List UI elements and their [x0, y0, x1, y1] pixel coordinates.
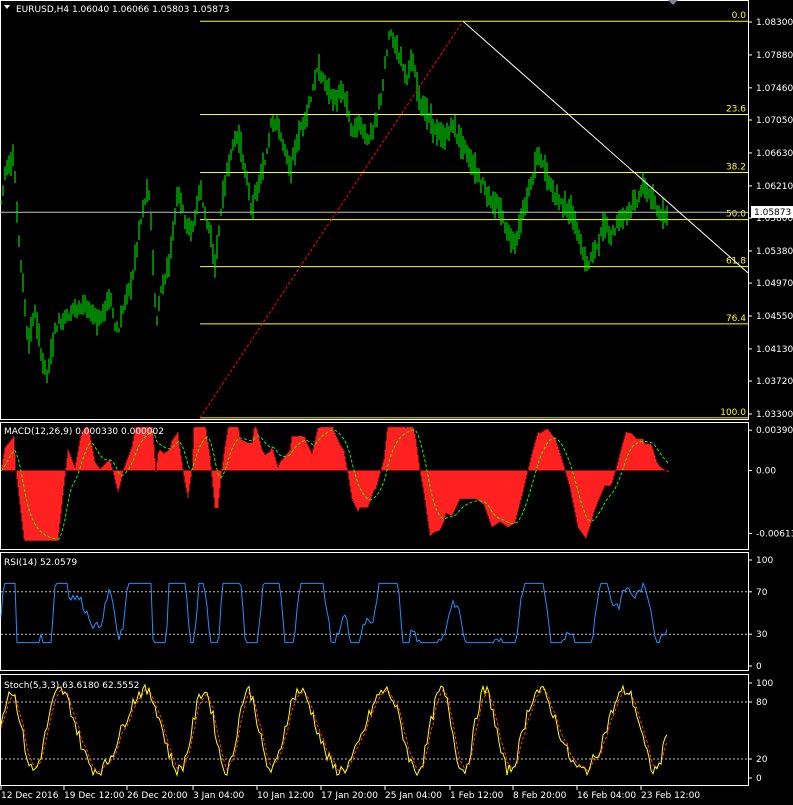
price-panel-frame — [0, 0, 749, 420]
price-tick-label: 1.03300 — [756, 410, 793, 420]
price-tick-label: 1.04970 — [756, 279, 793, 289]
price-tick-label: 1.06630 — [756, 149, 793, 159]
fib-level-label: 100.0 — [720, 408, 746, 418]
macd-panel-frame — [0, 422, 749, 550]
macd-panel-title: MACD(12,26,9) 0.000330 0.000002 — [4, 427, 164, 437]
rsi-panel-title: RSI(14) 52.0579 — [4, 558, 77, 568]
rsi-panel-frame — [0, 552, 749, 671]
macd-tick-label: 0.003906 — [756, 426, 793, 436]
fib-level-label: 76.4 — [726, 314, 746, 324]
fib-level-label: 61.8 — [726, 257, 746, 267]
price-tick-label: 1.07460 — [756, 84, 793, 94]
fib-level-label: 23.6 — [726, 105, 746, 115]
stoch-tick-label: 100 — [756, 679, 773, 689]
stoch-panel-title: Stoch(5,3,3) 63.6180 62.5552 — [4, 681, 139, 691]
stochastic-indicator: 100 80 20 0 — [0, 679, 773, 784]
rsi-tick-label: 70 — [756, 588, 768, 598]
price-axis: 1.08300 1.07880 1.07460 1.07050 1.06630 1.062… — [748, 18, 793, 420]
rsi-tick-label: 30 — [756, 630, 768, 640]
scroll-marker-icon[interactable] — [668, 0, 678, 5]
stoch-tick-label: 0 — [756, 774, 762, 784]
stoch-main-line — [0, 683, 668, 778]
rsi-line — [0, 581, 668, 644]
time-axis: 12 Dec 2016 19 Dec 12:00 26 Dec 20:00 3 Jan… — [0, 786, 700, 801]
time-tick-label: 19 Dec 12:00 — [64, 791, 125, 801]
time-tick-label: 10 Jan 12:00 — [257, 791, 314, 801]
current-price-box — [751, 206, 793, 218]
stoch-panel-frame — [0, 674, 749, 786]
price-tick-label: 1.05380 — [756, 247, 793, 257]
time-tick-label: 8 Feb 20:00 — [513, 791, 567, 801]
collapse-arrow-icon[interactable] — [4, 5, 10, 9]
panel-frames — [0, 0, 749, 786]
rsi-tick-label: 100 — [756, 556, 773, 566]
time-tick-label: 25 Jan 04:00 — [385, 791, 442, 801]
price-tick-label: 1.06210 — [756, 182, 793, 192]
fib-swing-line[interactable] — [199, 20, 464, 419]
price-tick-label: 1.04130 — [756, 345, 793, 355]
candlesticks — [0, 29, 668, 384]
time-tick-label: 17 Jan 20:00 — [321, 791, 378, 801]
price-tick-label: 1.08300 — [756, 18, 793, 28]
fib-level-label: 38.2 — [726, 163, 746, 173]
stoch-tick-label: 20 — [756, 755, 768, 765]
macd-tick-label: 0.00 — [756, 467, 776, 477]
price-panel-title: EURUSD,H4 1.06040 1.06066 1.05803 1.0587… — [16, 5, 229, 15]
fib-level-label: 0.0 — [732, 11, 747, 21]
time-tick-label: 26 Dec 20:00 — [127, 791, 188, 801]
stoch-tick-label: 80 — [756, 698, 768, 708]
drawn-lines[interactable] — [199, 20, 749, 419]
price-tick-label: 1.05800 — [756, 214, 793, 224]
time-tick-label: 16 Feb 04:00 — [577, 791, 636, 801]
rsi-tick-label: 0 — [756, 662, 762, 672]
time-tick-label: 3 Jan 04:00 — [193, 791, 245, 801]
time-tick-label: 12 Dec 2016 — [1, 791, 59, 801]
price-tick-label: 1.07050 — [756, 116, 793, 126]
price-tick-label: 1.07880 — [756, 51, 793, 61]
macd-tick-label: -0.006136 — [756, 530, 793, 540]
fibonacci-retracement[interactable]: 0.0 23.6 38.2 50.0 61.8 76.4 100.0 — [0, 11, 748, 419]
time-tick-label: 23 Feb 12:00 — [641, 791, 700, 801]
macd-indicator: 0.003906 0.00 -0.006136 — [0, 426, 793, 541]
fib-level-label: 50.0 — [726, 210, 746, 220]
rsi-indicator: 100 70 30 0 — [0, 556, 773, 672]
current-price-label: 1.05873 — [754, 208, 791, 218]
stoch-signal-line — [0, 688, 668, 775]
trend-line[interactable] — [462, 20, 749, 274]
price-tick-label: 1.03720 — [756, 377, 793, 387]
price-tick-label: 1.04550 — [756, 312, 793, 322]
time-tick-label: 1 Feb 12:00 — [450, 791, 504, 801]
